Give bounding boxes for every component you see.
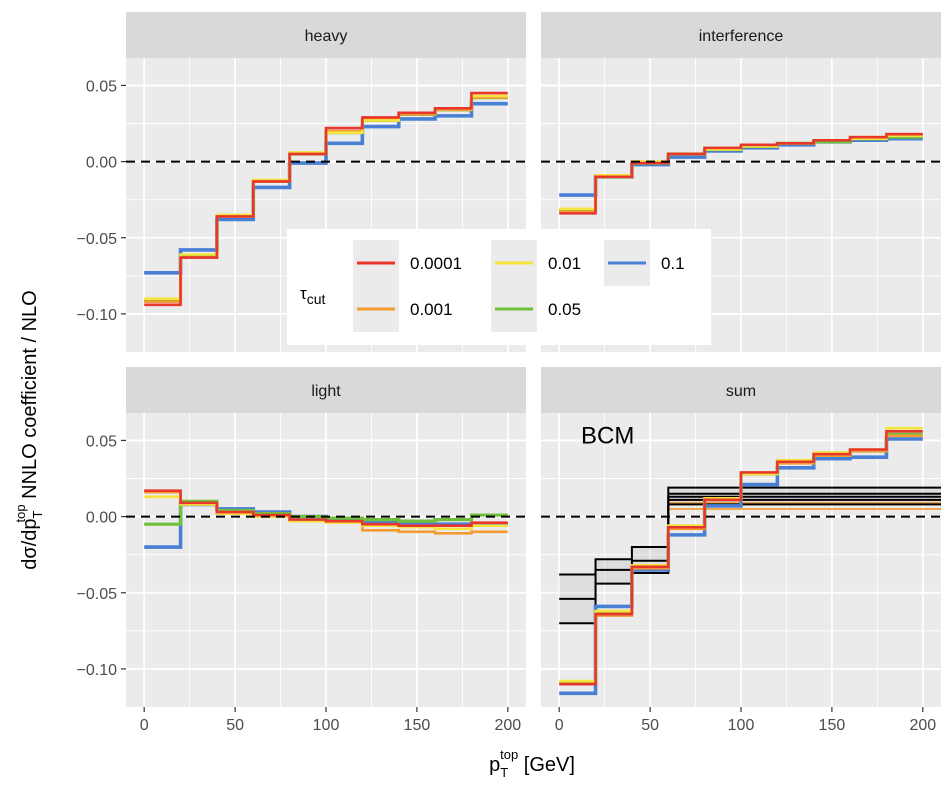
panel-light: light 0.05 0.00 −0.05 −0.10 0 50 100 150 200	[77, 367, 526, 734]
series-line-0_0001	[559, 429, 923, 686]
panel-sum: sum BCM 0 50 100 150 200	[541, 367, 941, 734]
legend-label: 0.0001	[410, 254, 462, 273]
y-tick-label: −0.05	[77, 231, 118, 248]
series-line-0_0001	[144, 489, 508, 528]
y-axis-title: dσ/dpTtop NNLO coefficient / NLO	[13, 290, 45, 569]
panels-layer: heavy 0.05 0.00 −0.05 −0.10 interference light…	[77, 12, 941, 734]
x-tick-label: 150	[819, 717, 846, 734]
x-tick-label: 200	[909, 717, 936, 734]
series-line-0_0001	[559, 132, 923, 215]
legend-entry-0_001: 0.001	[353, 286, 453, 332]
marks	[541, 426, 941, 696]
strip	[126, 367, 526, 413]
y-tick-label: 0.00	[86, 510, 117, 527]
strip-label: sum	[726, 383, 756, 400]
strip	[541, 12, 941, 58]
x-tick-label: 50	[226, 717, 244, 734]
y-tick-label: −0.05	[77, 586, 118, 603]
annotation-bcm: BCM	[581, 422, 634, 449]
x-tick-label: 100	[313, 717, 340, 734]
legend-entry-0_05: 0.05	[491, 286, 581, 332]
x-axis-title: pTtop [GeV]	[489, 747, 575, 780]
y-tick-label: 0.05	[86, 78, 117, 95]
y-tick-label: −0.10	[77, 662, 118, 679]
strip-label: light	[311, 383, 341, 400]
series-line-0_0001	[144, 91, 508, 307]
y-tick-label: −0.10	[77, 307, 118, 324]
x-tick-label: 200	[494, 717, 521, 734]
legend-entry-0_1: 0.1	[604, 240, 685, 286]
axis-titles: dσ/dpTtop NNLO coefficient / NLO pTtop […	[13, 290, 575, 780]
x-tick-label: 50	[641, 717, 659, 734]
x-tick-label: 150	[404, 717, 431, 734]
legend-label: 0.05	[548, 300, 581, 319]
marks	[126, 91, 526, 307]
legend-title: τcut	[300, 284, 326, 307]
y-tick-label: 0.05	[86, 433, 117, 450]
marks	[541, 132, 941, 215]
legend: τcut 0.0001 0.001 0.01 0.05 0.1	[287, 229, 711, 345]
x-tick-label: 0	[140, 717, 149, 734]
legend-label: 0.1	[661, 254, 685, 273]
x-tick-label: 100	[728, 717, 755, 734]
legend-label: 0.01	[548, 254, 581, 273]
legend-entry-0_01: 0.01	[491, 240, 581, 286]
bcm-band	[595, 559, 632, 584]
bcm-line-hi	[559, 486, 941, 576]
strip	[126, 12, 526, 58]
strip	[541, 367, 941, 413]
y-tick-label: 0.00	[86, 155, 117, 172]
legend-entry-0_0001: 0.0001	[353, 240, 462, 286]
strip-label: heavy	[305, 28, 348, 45]
strip-label: interference	[699, 28, 784, 45]
x-tick-label: 0	[555, 717, 564, 734]
marks	[126, 489, 526, 549]
legend-label: 0.001	[410, 300, 453, 319]
